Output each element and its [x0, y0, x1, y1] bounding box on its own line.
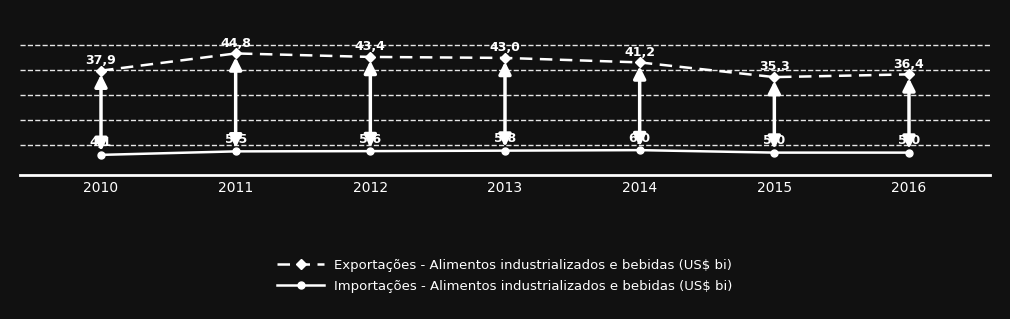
Text: 36,4: 36,4 [894, 58, 924, 70]
Text: 44,8: 44,8 [220, 37, 251, 50]
Text: 43,0: 43,0 [490, 41, 520, 54]
Text: 5,8: 5,8 [494, 132, 516, 145]
Text: 5,0: 5,0 [898, 134, 920, 147]
Text: 5,5: 5,5 [224, 133, 246, 146]
Text: 43,4: 43,4 [355, 40, 386, 53]
Text: 37,9: 37,9 [86, 54, 116, 67]
Text: 4,1: 4,1 [90, 137, 112, 149]
Text: 5,6: 5,6 [360, 133, 382, 146]
Text: 41,2: 41,2 [624, 46, 655, 59]
Text: 6,0: 6,0 [628, 132, 650, 145]
Text: 35,3: 35,3 [759, 60, 790, 73]
Text: 5,0: 5,0 [764, 134, 786, 147]
Legend: Exportações - Alimentos industrializados e bebidas (US$ bi), Importações - Alime: Exportações - Alimentos industrializados… [278, 258, 732, 293]
